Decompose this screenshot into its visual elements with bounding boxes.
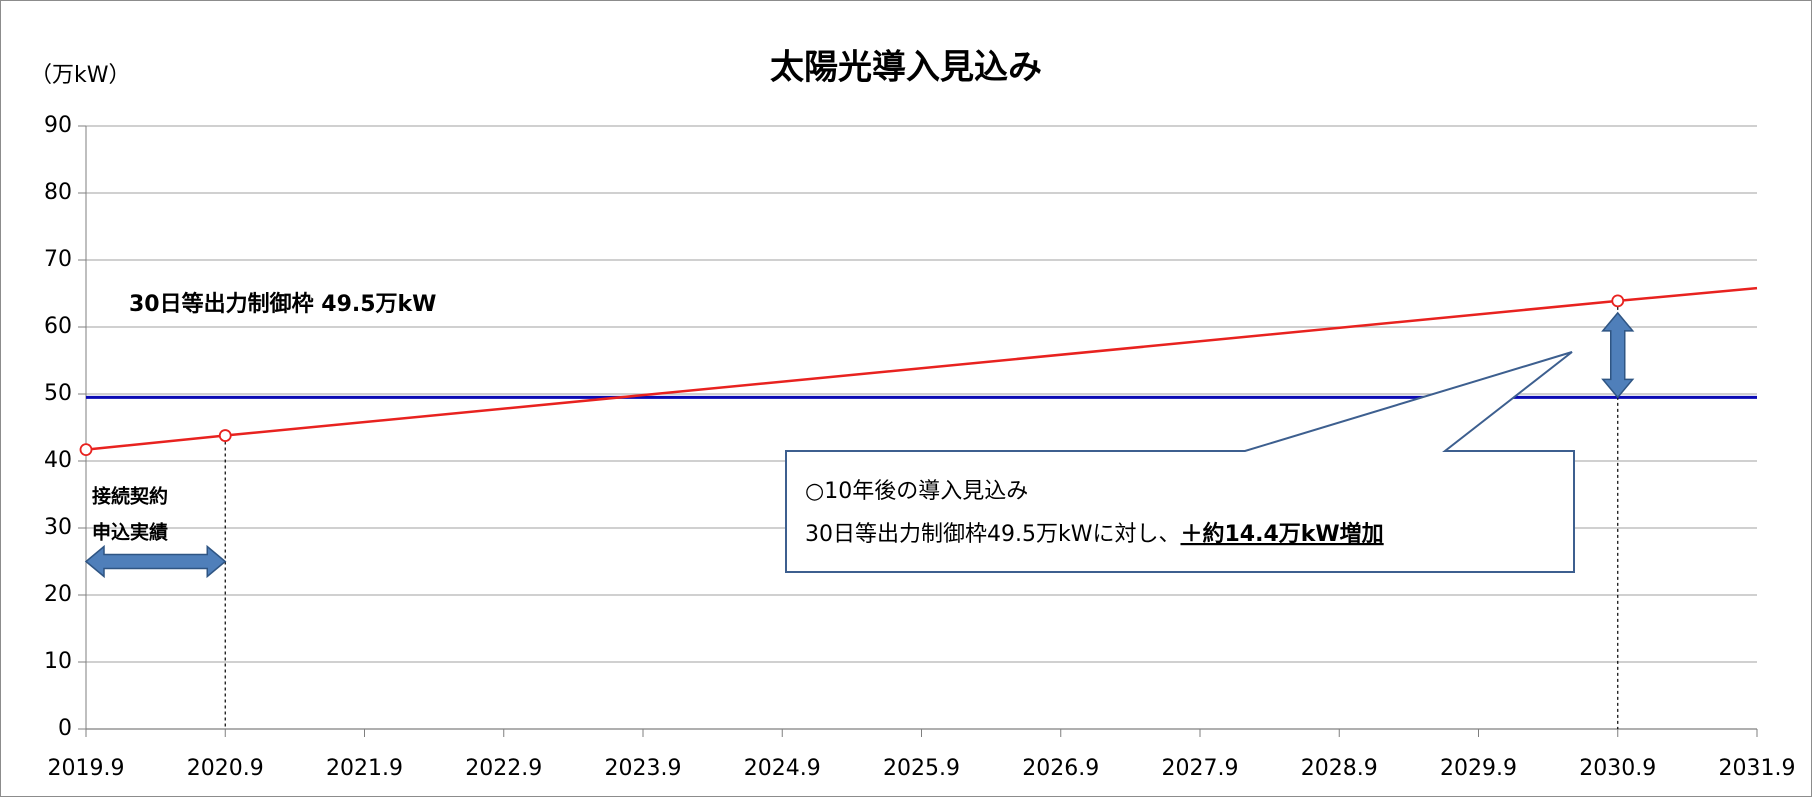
double-arrow [1601, 311, 1635, 399]
callout-text: 30日等出力制御枠49.5万kWに対し、 [805, 522, 1180, 547]
callout-line: 30日等出力制御枠49.5万kWに対し、＋約14.4万kW増加 [805, 521, 1384, 547]
x-tick-label: 2031.9 [1719, 756, 1796, 781]
x-tick-label: 2030.9 [1579, 756, 1656, 781]
x-tick-label: 2029.9 [1440, 756, 1517, 781]
y-tick-label: 0 [58, 716, 72, 741]
series-line [85, 286, 1758, 451]
x-tick-label: 2023.9 [605, 756, 682, 781]
chart-title: 太陽光導入見込み [770, 48, 1042, 88]
y-tick-label: 90 [44, 113, 72, 138]
x-tick-label: 2026.9 [1022, 756, 1099, 781]
y-tick-label: 30 [44, 515, 72, 540]
y-tick-label: 70 [44, 247, 72, 272]
marker [79, 443, 93, 457]
y-tick-label: 50 [44, 381, 72, 406]
actual-label: 接続契約 [92, 485, 168, 508]
x-tick-label: 2028.9 [1301, 756, 1378, 781]
y-tick-label: 40 [44, 448, 72, 473]
x-tick-label: 2024.9 [744, 756, 821, 781]
callout [785, 351, 1575, 573]
x-tick-label: 2021.9 [326, 756, 403, 781]
y-tick-label: 80 [44, 180, 72, 205]
callout-highlight: ＋約14.4万kW増加 [1180, 521, 1383, 547]
x-tick-label: 2025.9 [883, 756, 960, 781]
y-tick-label: 20 [44, 582, 72, 607]
y-axis-label: （万kW） [30, 63, 131, 88]
x-tick-label: 2020.9 [187, 756, 264, 781]
x-tick-label: 2027.9 [1162, 756, 1239, 781]
actual-label: 申込実績 [92, 521, 168, 544]
y-tick-label: 60 [44, 314, 72, 339]
x-tick-label: 2022.9 [465, 756, 542, 781]
marker [1611, 294, 1625, 308]
marker [218, 429, 232, 442]
double-arrow [84, 544, 227, 579]
x-tick-label: 2019.9 [48, 756, 125, 781]
callout-line: ○10年後の導入見込み [805, 479, 1028, 504]
limit-label: 30日等出力制御枠 49.5万kW [129, 291, 436, 317]
y-tick-label: 10 [44, 649, 72, 674]
